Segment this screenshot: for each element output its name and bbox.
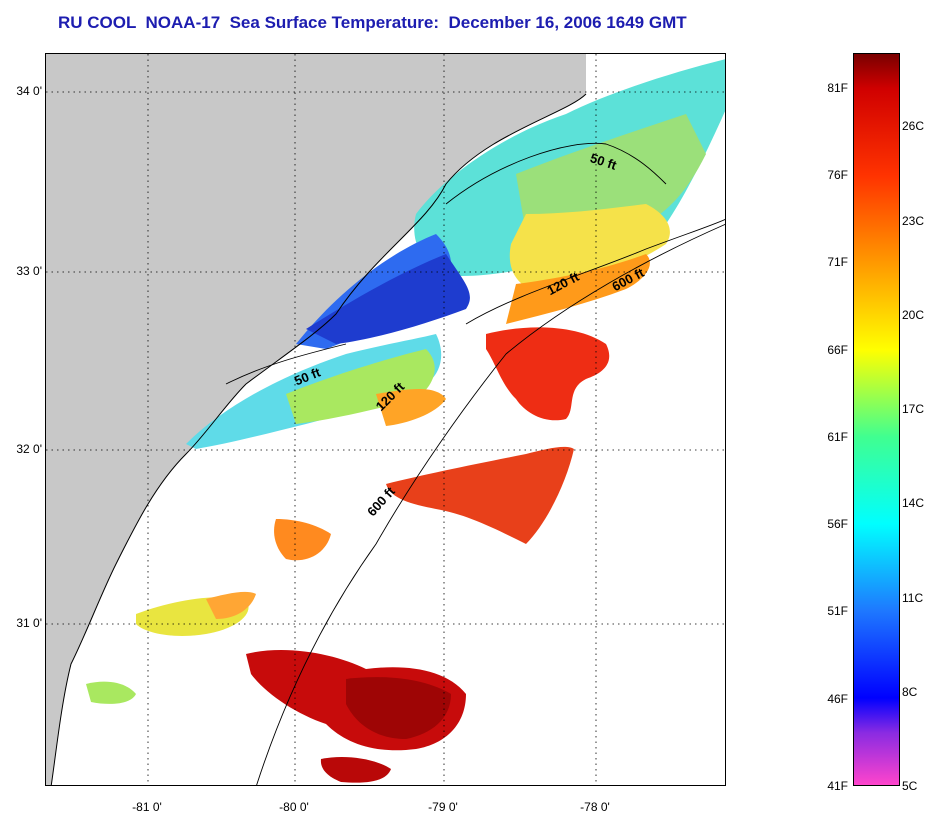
lat-label-31: 31 0' bbox=[16, 616, 42, 630]
colorbar-celsius-label: 8C bbox=[902, 684, 918, 699]
colorbar-fahrenheit-label: 61F bbox=[827, 429, 848, 444]
colorbar-celsius-label: 11C bbox=[902, 590, 924, 605]
colorbar-fahrenheit-label: 66F bbox=[827, 342, 848, 357]
sst-patch-coast-orange-2 bbox=[206, 591, 256, 619]
colorbar-celsius-label: 23C bbox=[902, 213, 925, 228]
contour-120ft bbox=[465, 218, 725, 325]
colorbar-celsius-label: 5C bbox=[902, 779, 918, 793]
colorbar-celsius-label: 17C bbox=[902, 402, 925, 417]
contour-50ft-south bbox=[225, 343, 347, 385]
map-title: RU COOL NOAA-17 Sea Surface Temperature:… bbox=[58, 13, 687, 32]
lat-label-34: 34 0' bbox=[16, 84, 42, 98]
colorbar-fahrenheit-label: 81F bbox=[827, 80, 848, 95]
sst-patch-south-green bbox=[86, 681, 136, 704]
sst-patch-mid-orange bbox=[376, 389, 446, 426]
colorbar-fahrenheit-label: 41F bbox=[827, 779, 848, 793]
lon-label-81: -81 0' bbox=[132, 800, 162, 814]
sst-patch-red-1 bbox=[486, 327, 610, 421]
sst-patch-south-red-2 bbox=[320, 757, 391, 783]
contour-600ft bbox=[256, 223, 725, 785]
sst-patch-ne-green bbox=[516, 114, 706, 240]
sst-patch-ne-orange bbox=[506, 254, 650, 324]
land-mass bbox=[46, 54, 586, 785]
sst-patch-mid-green bbox=[286, 349, 435, 424]
temperature-colorbar bbox=[853, 53, 900, 786]
colorbar-fahrenheit-label: 51F bbox=[827, 604, 848, 619]
bathymetry-contours bbox=[225, 142, 725, 785]
colorbar-celsius-label: 26C bbox=[902, 119, 925, 134]
colorbar-fahrenheit-label: 56F bbox=[827, 517, 848, 532]
colorbar-celsius-label: 20C bbox=[902, 307, 925, 322]
colorbar-fahrenheit-label: 76F bbox=[827, 168, 848, 183]
map-canvas bbox=[46, 54, 725, 785]
lon-label-80: -80 0' bbox=[279, 800, 309, 814]
sst-patch-deep-red-core bbox=[346, 677, 451, 739]
lat-label-32: 32 0' bbox=[16, 442, 42, 456]
sst-patch-ne-yellow bbox=[509, 204, 670, 294]
sst-map: 50 ft 120 ft 600 ft 50 ft 120 ft 600 ft bbox=[45, 53, 726, 786]
lon-label-78: -78 0' bbox=[580, 800, 610, 814]
map-grid bbox=[46, 54, 725, 785]
sst-patch-blue-band-2 bbox=[306, 254, 470, 344]
colorbar-celsius-label: 14C bbox=[902, 496, 925, 511]
sst-data bbox=[86, 59, 725, 783]
colorbar-gradient bbox=[854, 54, 899, 785]
sst-patch-red-2 bbox=[386, 446, 574, 544]
colorbar-fahrenheit-label: 46F bbox=[827, 691, 848, 706]
lat-label-33: 33 0' bbox=[16, 264, 42, 278]
contour-50ft-north bbox=[445, 142, 667, 205]
colorbar-fahrenheit-label: 71F bbox=[827, 255, 848, 270]
sst-patch-coast-orange bbox=[274, 519, 331, 561]
lon-label-79: -79 0' bbox=[428, 800, 458, 814]
coastline bbox=[50, 93, 587, 785]
